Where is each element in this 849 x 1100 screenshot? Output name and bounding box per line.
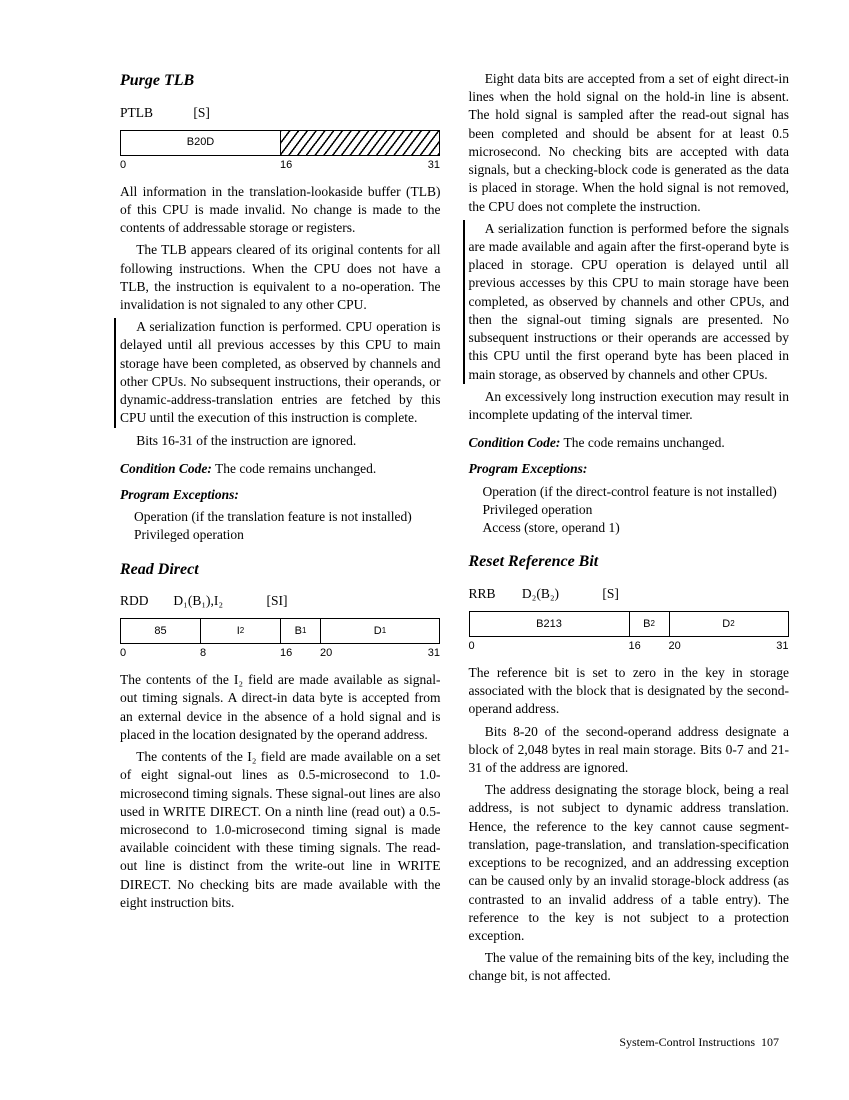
opcode-cell: B213 [469,612,629,636]
cell-label: B [295,624,302,639]
b2-cell: B2 [629,612,669,636]
bit-ruler: 0 8 16 20 31 [120,646,440,661]
cell-label: D [722,617,730,632]
page-footer: System-Control Instructions 107 [619,1035,779,1050]
section-heading-purge-tlb: Purge TLB [120,70,441,92]
exceptions-list: Operation (if the direct-control feature… [483,483,790,538]
bit-31: 31 [420,646,440,661]
exception-item: Access (store, operand 1) [483,519,790,537]
instruction-format-ptlb: B20D [120,130,440,156]
bit-0: 0 [469,639,629,654]
operands: D₂(B₂) [522,586,559,601]
condition-text: The code remains unchanged. [560,435,724,450]
condition-code-line: Condition Code: The code remains unchang… [469,434,790,452]
body-text: The contents of the I₂ field are made av… [120,748,441,912]
mnemonic-line-rrb: RRB D₂(B₂) [S] [469,585,790,603]
bit-20: 20 [320,646,420,661]
instruction-format-rrb: B213 B2 D2 [469,611,789,637]
instruction-format-rdd: 85 I2 B1 D1 [120,618,440,644]
mnemonic: RRB [469,585,519,603]
cell-label: B [643,617,650,632]
cell-sub: 1 [302,626,306,637]
format-code: [S] [193,104,210,122]
format-code: [SI] [267,592,288,610]
exception-item: Operation (if the translation feature is… [134,508,441,526]
b1-cell: B1 [280,619,320,643]
d2-cell: D2 [669,612,789,636]
mnemonic-line-ptlb: PTLB [S] [120,104,441,122]
change-bar: A serialization function is performed be… [463,220,790,384]
body-text: The value of the remaining bits of the k… [469,949,790,985]
body-text: All information in the translation-looka… [120,183,441,238]
body-text: Eight data bits are accepted from a set … [469,70,790,216]
text-columns: Purge TLB PTLB [S] B20D 0 16 31 All info… [120,70,789,990]
mnemonic-line-rdd: RDD D₁(B₁),I₂ [SI] [120,592,441,610]
right-column: Eight data bits are accepted from a set … [469,70,790,990]
d1-cell: D1 [320,619,440,643]
body-text: The address designating the storage bloc… [469,781,790,945]
exceptions-label: Program Exceptions: [469,461,588,476]
condition-label: Condition Code: [120,461,212,476]
exception-item: Privileged operation [483,501,790,519]
bit-ruler: 0 16 31 [120,158,440,173]
body-text: The reference bit is set to zero in the … [469,664,790,719]
bit-16: 16 [280,158,420,173]
page-number: 107 [761,1035,779,1049]
exception-item: Operation (if the direct-control feature… [483,483,790,501]
exception-item: Privileged operation [134,526,441,544]
body-text: Bits 8-20 of the second-operand address … [469,723,790,778]
opcode-cell: 85 [120,619,200,643]
condition-text: The code remains unchanged. [212,461,376,476]
page: Purge TLB PTLB [S] B20D 0 16 31 All info… [0,0,849,1100]
format-code: [S] [602,585,619,603]
exceptions-list: Operation (if the translation feature is… [134,508,441,544]
program-exceptions-label: Program Exceptions: [469,460,790,478]
cell-sub: 2 [730,619,734,630]
bit-0: 0 [120,158,280,173]
body-text: A serialization function is performed be… [469,220,790,384]
bit-8: 8 [200,646,280,661]
body-text: The contents of the I₂ field are made av… [120,671,441,744]
program-exceptions-label: Program Exceptions: [120,486,441,504]
cell-sub: 2 [240,626,244,637]
body-text: A serialization function is performed. C… [120,318,441,427]
reserved-cell [280,131,440,155]
bit-0: 0 [120,646,200,661]
section-heading-reset-ref-bit: Reset Reference Bit [469,551,790,573]
bit-16: 16 [629,639,669,654]
operands: D₁(B₁),I₂ [173,593,223,608]
condition-code-line: Condition Code: The code remains unchang… [120,460,441,478]
bit-31: 31 [769,639,789,654]
cell-label: D [374,624,382,639]
body-text: Bits 16-31 of the instruction are ignore… [120,432,441,450]
cell-sub: 2 [650,619,654,630]
change-bar: A serialization function is performed. C… [114,318,441,427]
section-heading-read-direct: Read Direct [120,559,441,581]
exceptions-label: Program Exceptions: [120,487,239,502]
body-text: The TLB appears cleared of its original … [120,241,441,314]
bit-ruler: 0 16 20 31 [469,639,789,654]
bit-20: 20 [669,639,769,654]
bit-31: 31 [420,158,440,173]
footer-label: System-Control Instructions [619,1035,755,1049]
mnemonic: PTLB [120,104,170,122]
i2-cell: I2 [200,619,280,643]
opcode-cell: B20D [120,131,280,155]
mnemonic: RDD [120,592,170,610]
bit-16: 16 [280,646,320,661]
left-column: Purge TLB PTLB [S] B20D 0 16 31 All info… [120,70,441,990]
cell-sub: 1 [382,626,386,637]
condition-label: Condition Code: [469,435,561,450]
body-text: An excessively long instruction executio… [469,388,790,424]
